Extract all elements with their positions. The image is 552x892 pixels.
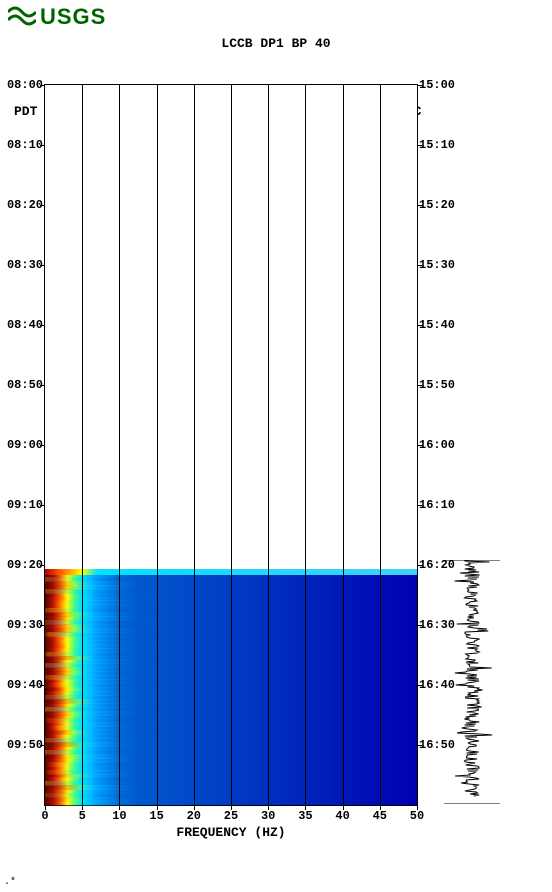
y-tick-left: 08:00 — [7, 78, 43, 92]
gridline — [268, 85, 269, 805]
tick-mark — [40, 145, 45, 146]
y-tick-right: 15:10 — [419, 138, 455, 152]
gridline — [119, 85, 120, 805]
tick-mark — [40, 505, 45, 506]
tick-mark — [417, 685, 422, 686]
y-tick-right: 15:20 — [419, 198, 455, 212]
tick-mark — [40, 205, 45, 206]
y-tick-right: 15:30 — [419, 258, 455, 272]
tick-mark — [194, 805, 195, 810]
x-tick: 5 — [79, 809, 86, 823]
gridline — [380, 85, 381, 805]
x-tick: 40 — [335, 809, 349, 823]
tick-mark — [417, 505, 422, 506]
tick-mark — [231, 805, 232, 810]
gridline — [343, 85, 344, 805]
waveform-sidebar — [444, 560, 500, 804]
tick-mark — [417, 385, 422, 386]
y-tick-right: 16:00 — [419, 438, 455, 452]
tick-mark — [417, 265, 422, 266]
tick-mark — [417, 445, 422, 446]
y-tick-right: 15:50 — [419, 378, 455, 392]
x-tick: 20 — [187, 809, 201, 823]
tick-mark — [40, 325, 45, 326]
x-axis-label: FREQUENCY (HZ) — [45, 825, 417, 840]
usgs-logo: USGS — [8, 4, 106, 30]
tick-mark — [40, 565, 45, 566]
y-tick-left: 08:40 — [7, 318, 43, 332]
tick-mark — [82, 805, 83, 810]
gridline — [157, 85, 158, 805]
tick-mark — [40, 625, 45, 626]
tick-mark — [40, 385, 45, 386]
y-tick-left: 09:20 — [7, 558, 43, 572]
y-tick-left: 09:10 — [7, 498, 43, 512]
spectrogram-plot: FREQUENCY (HZ) 08:0008:1008:2008:3008:40… — [44, 84, 418, 806]
tick-mark — [40, 445, 45, 446]
tick-mark — [45, 805, 46, 810]
gridline — [194, 85, 195, 805]
x-tick: 50 — [410, 809, 424, 823]
y-tick-left: 09:30 — [7, 618, 43, 632]
tick-mark — [380, 805, 381, 810]
tick-mark — [417, 145, 422, 146]
x-tick: 30 — [261, 809, 275, 823]
tick-mark — [417, 745, 422, 746]
gridline — [305, 85, 306, 805]
tick-mark — [119, 805, 120, 810]
y-tick-left: 08:30 — [7, 258, 43, 272]
tick-mark — [40, 265, 45, 266]
x-tick: 15 — [149, 809, 163, 823]
y-tick-left: 08:10 — [7, 138, 43, 152]
tick-mark — [417, 805, 418, 810]
footer-mark: .* — [4, 877, 16, 888]
x-tick: 0 — [41, 809, 48, 823]
tick-mark — [417, 205, 422, 206]
tick-mark — [268, 805, 269, 810]
gridline — [82, 85, 83, 805]
tick-mark — [40, 685, 45, 686]
waveform-trace — [455, 560, 493, 796]
tick-mark — [40, 85, 45, 86]
y-tick-right: 16:10 — [419, 498, 455, 512]
tick-mark — [417, 565, 422, 566]
x-tick: 45 — [373, 809, 387, 823]
y-tick-right: 15:00 — [419, 78, 455, 92]
x-tick: 25 — [224, 809, 238, 823]
usgs-wave-icon — [8, 6, 36, 28]
gridline — [231, 85, 232, 805]
y-tick-right: 15:40 — [419, 318, 455, 332]
usgs-text: USGS — [40, 4, 106, 30]
y-tick-left: 08:20 — [7, 198, 43, 212]
chart-title: LCCB DP1 BP 40 — [0, 36, 552, 51]
y-tick-left: 08:50 — [7, 378, 43, 392]
tick-mark — [40, 745, 45, 746]
x-tick: 35 — [298, 809, 312, 823]
tick-mark — [343, 805, 344, 810]
pdt-label: PDT — [14, 104, 37, 119]
y-tick-left: 09:50 — [7, 738, 43, 752]
y-tick-left: 09:40 — [7, 678, 43, 692]
tick-mark — [157, 805, 158, 810]
tick-mark — [417, 625, 422, 626]
tick-mark — [417, 325, 422, 326]
x-tick: 10 — [112, 809, 126, 823]
tick-mark — [417, 85, 422, 86]
y-tick-left: 09:00 — [7, 438, 43, 452]
tick-mark — [305, 805, 306, 810]
